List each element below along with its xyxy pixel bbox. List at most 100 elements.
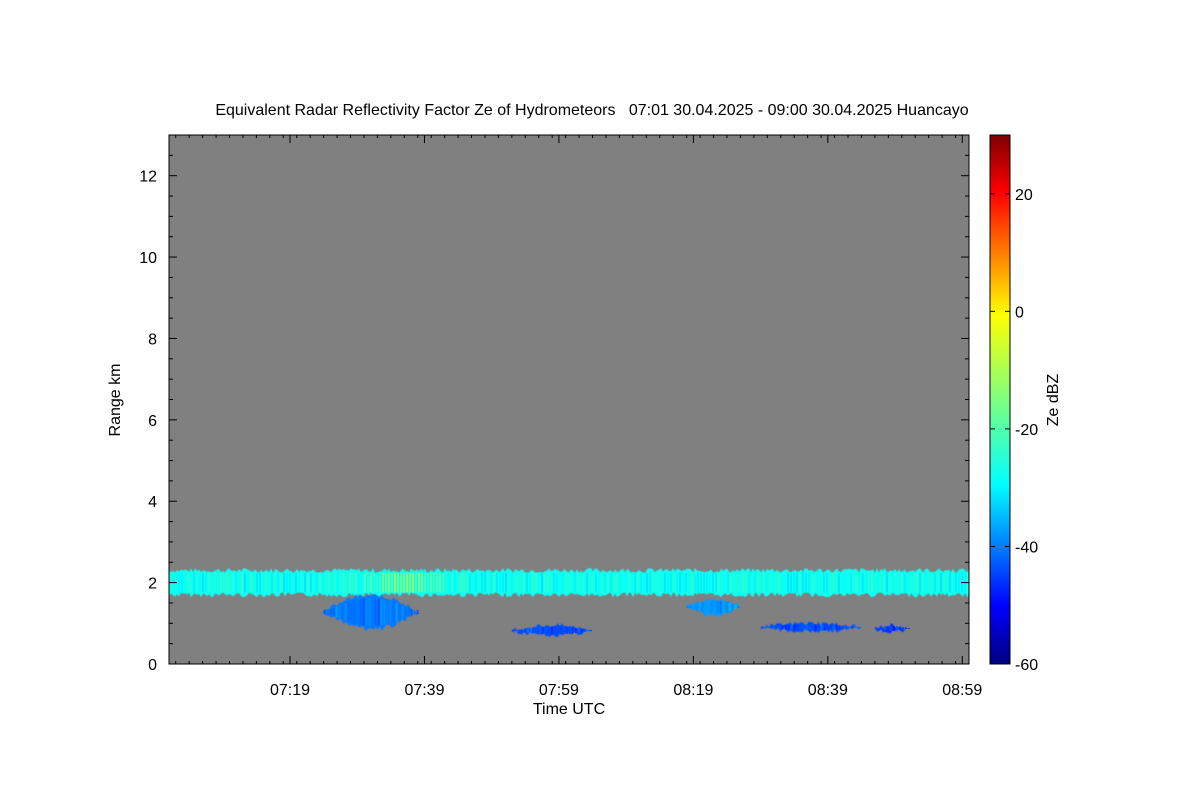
echo-streak [565,572,567,593]
y-tick-label: 10 [139,250,157,267]
echo-streak [589,572,591,593]
echo-region [760,621,862,633]
echo-streak [922,572,924,593]
echo-streak [526,628,529,633]
colorbar-tick-label: -20 [1015,422,1038,439]
echo-streak [346,572,348,593]
echo-streak [424,572,426,593]
y-tick-label: 4 [148,494,157,511]
echo-streak [553,572,555,593]
echo-streak [352,572,354,593]
echo-streak [439,572,441,593]
echo-streak [859,626,862,628]
y-tick-label: 6 [148,413,157,430]
echo-streak [388,572,390,593]
echo-streak [787,624,790,630]
echo-streak [323,609,326,615]
echo-streak [280,572,282,593]
echo-streak [931,572,933,593]
echo-streak [410,608,413,616]
echo-streak [181,572,183,593]
echo-streak [652,572,654,593]
echo-streak [362,598,365,626]
echo-streak [814,624,817,631]
y-axis: 0 2 4 6 8 10 12 [139,154,969,674]
x-tick-label: 08:59 [942,682,982,699]
echo-streak [886,572,888,593]
echo-region [686,598,740,617]
echo-streak [538,626,541,634]
echo-streak [685,572,687,593]
echo-streak [712,572,714,593]
echo-streak [406,572,408,593]
echo-streak [283,572,285,593]
echo-streak [490,572,492,593]
echo-streak [580,572,582,593]
echo-streak [802,572,804,593]
echo-streak [532,627,535,634]
echo-streak [850,572,852,593]
echo-streak [766,572,768,593]
echo-streak [484,572,486,593]
echo-streak [529,572,531,593]
echo-streak [748,572,750,593]
echo-streak [901,572,903,593]
echo-streak [511,629,514,632]
echo-streak [701,602,704,613]
echo-streak [640,572,642,593]
echo-streak [904,627,907,630]
echo-streak [329,609,332,615]
echo-region [511,623,592,637]
echo-streak [514,629,517,632]
echo-streak [398,603,401,621]
echo-streak [326,609,329,615]
echo-streak [359,599,362,626]
echo-streak [799,572,801,593]
echo-streak [781,572,783,593]
echo-streak [344,603,347,622]
echo-streak [463,572,465,593]
echo-streak [466,572,468,593]
echo-streak [340,572,342,593]
echo-streak [502,572,504,593]
echo-streak [715,572,717,593]
echo-streak [835,572,837,593]
echo-streak [571,572,573,593]
echo-streak [544,572,546,593]
echo-streak [214,572,216,593]
echo-region [323,594,419,632]
echo-streak [871,572,873,593]
echo-streak [728,602,731,612]
echo-streak [562,572,564,593]
echo-streak [487,572,489,593]
echo-streak [695,603,698,611]
echo-streak [769,572,771,593]
echo-streak [955,572,957,593]
echo-streak [523,628,526,633]
echo-streak [784,572,786,593]
echo-streak [262,572,264,593]
colorbar-tick-label: 20 [1015,187,1033,204]
echo-streak [274,572,276,593]
echo-streak [418,572,420,593]
echo-streak [910,572,912,593]
echo-streak [541,626,544,635]
echo-streak [856,626,859,628]
echo-region [169,568,969,598]
echo-streak [811,572,813,593]
echo-streak [937,572,939,593]
echo-streak [350,601,353,623]
echo-streak [427,572,429,593]
echo-streak [757,572,759,593]
echo-streak [877,572,879,593]
echo-streak [889,625,892,631]
echo-streak [704,601,707,613]
echo-streak [374,598,377,626]
echo-streak [395,602,398,622]
echo-streak [520,629,523,632]
echo-streak [592,572,594,593]
echo-streak [304,572,306,593]
echo-streak [817,624,820,631]
echo-streak [307,572,309,593]
echo-streak [799,624,802,631]
